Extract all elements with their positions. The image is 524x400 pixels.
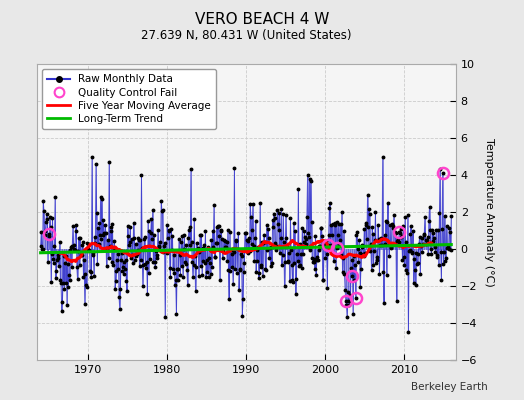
- Y-axis label: Temperature Anomaly (°C): Temperature Anomaly (°C): [484, 138, 494, 286]
- Text: Berkeley Earth: Berkeley Earth: [411, 382, 487, 392]
- Text: VERO BEACH 4 W: VERO BEACH 4 W: [195, 12, 329, 27]
- Title: 27.639 N, 80.431 W (United States): 27.639 N, 80.431 W (United States): [141, 29, 352, 42]
- Legend: Raw Monthly Data, Quality Control Fail, Five Year Moving Average, Long-Term Tren: Raw Monthly Data, Quality Control Fail, …: [42, 69, 216, 129]
